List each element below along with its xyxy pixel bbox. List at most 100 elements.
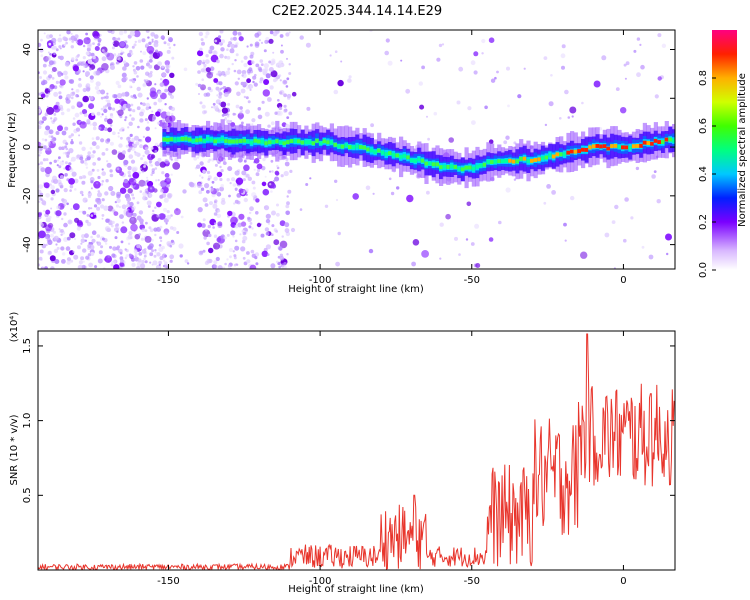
spectrogram-noise-dot [203,110,208,114]
spectrogram-noise-dot [247,100,251,104]
spectrogram-noise-dot [100,245,104,249]
spectrogram-noise-dot [561,65,565,70]
spectrogram-noise-dot [445,213,451,220]
spectrogram-noise-dot [66,108,71,112]
spectrogram-noise-dot [96,169,100,172]
spectrogram-noise-dot [65,147,69,151]
spectrogram-noise-dot [158,213,166,220]
spectrogram-ridge-core [530,158,535,163]
spectrogram-noise-dot [72,203,80,211]
spectrogram-noise-dot [305,42,311,48]
spectrogram-noise-dot [228,44,231,47]
spectrogram-noise-dot [246,45,249,48]
spectrogram-noise-dot [57,55,62,59]
spectrogram-noise-dot [112,131,116,135]
spectrogram-noise-dot [226,258,229,261]
spectrogram-noise-dot [505,135,510,140]
spectrogram-noise-dot [137,39,142,43]
spectrogram-ridge-core [198,137,203,142]
spectrogram-noise-dot [106,160,109,163]
spectrogram-noise-dot [230,37,234,41]
spectrogram-noise-dot [157,157,162,162]
spectrogram-noise-dot [78,77,82,81]
spectrogram-ridge-core [613,143,618,148]
spectrogram-ridge-core [180,137,185,141]
spectrogram-noise-dot [72,122,76,126]
spectrogram-noise-dot [387,60,393,66]
spectrogram-noise-dot [426,190,430,195]
spectrogram-noise-dot [106,162,112,168]
spectrogram-noise-dot [74,237,77,241]
spectrogram-noise-dot [52,119,56,123]
spectrogram-noise-dot [129,79,132,82]
spectrogram-ridge-core [278,140,283,145]
spectrogram-noise-dot [150,32,155,37]
spectrogram-noise-dot [77,245,81,250]
spectrogram-noise-dot [604,232,610,238]
spectrogram-noise-dot [197,70,201,74]
spectrogram-noise-dot [218,42,222,45]
spectrogram-noise-dot [134,255,137,258]
spectrogram-noise-dot [212,102,216,106]
spectrogram-noise-dot [142,82,147,88]
spectrogram-noise-dot [241,121,244,125]
spectrogram-noise-dot [182,189,187,194]
spectrogram-noise-dot [128,178,137,186]
spectrogram-noise-dot [68,148,74,154]
spectrogram-noise-dot [276,203,279,207]
spectrogram-noise-dot [45,145,49,149]
spectrogram-noise-dot [110,65,115,70]
spectrogram-noise-dot [138,245,142,248]
spectrogram-noise-dot [64,174,67,177]
spectrogram-noise-dot [216,59,220,64]
spectrogram-noise-dot [200,187,205,191]
spectrogram-ridge-core [661,140,666,144]
spectrogram-noise-dot [170,173,173,176]
spectrogram-noise-dot [269,183,272,186]
spectrogram-noise-dot [89,68,92,71]
spectrogram-noise-dot [63,237,69,242]
spectrogram-noise-dot [68,220,71,224]
spectrogram-noise-dot [157,97,163,103]
spectrogram-noise-dot [200,68,205,73]
spectrogram-noise-dot [90,187,93,190]
spectrogram-noise-dot [87,151,91,155]
spectrogram-noise-dot [128,174,132,178]
spectrogram-noise-dot [162,259,166,262]
spectrogram-noise-dot [76,154,81,158]
spectrogram-noise-dot [38,154,41,157]
spectrogram-noise-dot [42,63,47,68]
spectrogram-noise-dot [560,53,566,59]
spectrogram-ridge-core [646,141,651,145]
spectrogram-noise-dot [228,194,231,198]
spectrogram-noise-dot [125,103,131,109]
spectrogram-noise-dot [133,249,138,254]
spectrogram-ridge-core [577,149,582,153]
spectrogram-noise-dot [324,204,329,208]
spectrogram-noise-dot [220,169,224,173]
spectrogram-noise-dot [65,246,71,251]
spectrogram-noise-dot [611,220,616,225]
spectrogram-noise-dot [159,236,163,240]
spectrogram-noise-dot [245,193,248,196]
spectrogram-noise-dot [208,158,212,162]
spectrogram-noise-dot [285,210,291,216]
spectrogram-noise-dot [252,186,256,190]
spectrogram-noise-dot [229,120,233,123]
spectrogram-noise-dot [630,216,634,220]
spectrogram-noise-dot [43,58,49,63]
spectrogram-noise-dot [97,192,102,198]
spectrogram-noise-dot [42,116,47,121]
spectrogram-noise-dot [133,150,137,154]
spectrogram-noise-dot [88,241,92,245]
spectrogram-noise-dot [406,194,414,203]
colorbar-ticks: 0.0 0.2 0.4 0.6 0.8 [698,70,716,278]
spectrogram-noise-dot [82,95,89,103]
spectrogram-noise-dot [127,201,130,205]
spectrogram-noise-dot [241,70,247,75]
spectrogram-noise-dot [116,167,120,171]
spectrogram-noise-dot [56,205,61,210]
spectrogram-noise-dot [63,188,68,193]
spectrogram-noise-dot [454,236,458,241]
spectrogram-noise-dot [50,117,53,120]
